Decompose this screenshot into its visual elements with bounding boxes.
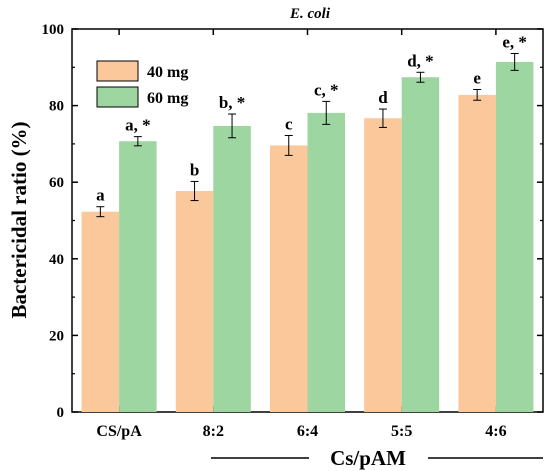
x-tick-label: 8:2 xyxy=(203,423,224,440)
y-tick-label: 100 xyxy=(42,22,65,38)
bar xyxy=(401,77,440,413)
bar xyxy=(81,211,120,412)
significance-label: e xyxy=(473,69,481,88)
bar xyxy=(175,191,214,412)
x-tick-label: 5:5 xyxy=(391,423,412,440)
y-axis-label: Bactericidal ratio (%) xyxy=(7,121,31,318)
bar xyxy=(495,61,534,413)
bar xyxy=(458,94,496,412)
x-tick-label: CS/pA xyxy=(96,423,142,440)
legend-swatch xyxy=(96,86,139,108)
chart-title: E. coli xyxy=(289,6,331,22)
significance-label: b, * xyxy=(219,93,245,112)
significance-label: b xyxy=(190,160,199,179)
bar xyxy=(270,145,308,412)
significance-label: a xyxy=(96,186,105,205)
y-tick-label: 80 xyxy=(49,99,64,115)
x-tick-label: 6:4 xyxy=(297,423,318,440)
significance-label: c, * xyxy=(314,80,339,99)
legend: 40 mg 60 mg xyxy=(96,60,188,108)
significance-label: e, * xyxy=(502,33,527,52)
significance-label: c xyxy=(285,114,293,133)
y-tick-label: 20 xyxy=(49,328,64,344)
y-tick-label: 0 xyxy=(57,405,65,421)
x-tick-label: 4:6 xyxy=(485,423,506,440)
bar xyxy=(307,112,345,412)
x-axis-label: Cs/pAM xyxy=(330,446,406,470)
significance-label: d, * xyxy=(407,51,433,70)
legend-label: 60 mg xyxy=(147,90,188,107)
y-tick-label: 40 xyxy=(49,252,64,268)
y-tick-label: 60 xyxy=(49,175,64,191)
significance-label: d xyxy=(378,88,388,107)
bar xyxy=(213,125,251,413)
legend-label: 40 mg xyxy=(147,64,188,81)
legend-swatch xyxy=(96,60,139,82)
bar xyxy=(119,141,157,412)
bar xyxy=(364,118,402,412)
significance-label: a, * xyxy=(125,116,151,135)
plot-area: 0 20 40 60 80 100 CS/pA a a, * 8:2 b b, * 6:4 c c, * 5:… xyxy=(42,22,544,440)
